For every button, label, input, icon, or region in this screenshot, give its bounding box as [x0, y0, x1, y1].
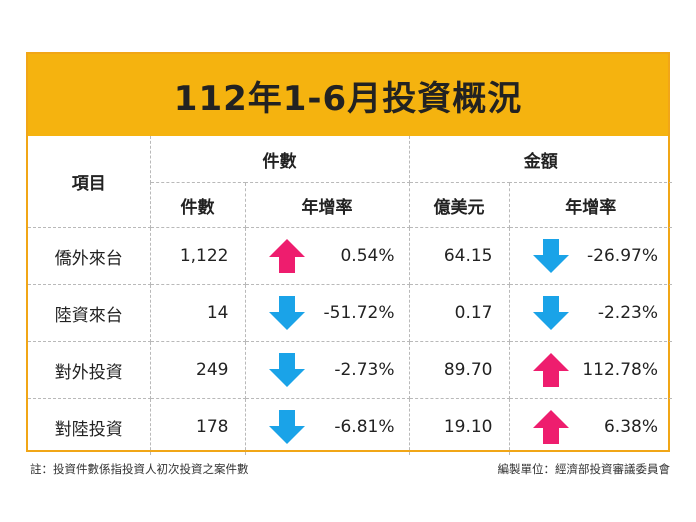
summary-card: 112年1-6月投資概況 項目 件數 金額 件數 年增率 億美元 年增率 僑外來… [26, 52, 672, 455]
source-credit: 編製單位：經濟部投資審議委員會 [497, 462, 671, 476]
arrow-up-icon [532, 353, 569, 387]
footnote: 註：投資件數係指投資人初次投資之案件數 [30, 462, 249, 476]
count-growth-cell: 0.54% [245, 227, 410, 285]
table-row: 陸資來台 14 -51.72% 0.17 -2.23% [28, 284, 672, 342]
amount-value: 64.15 [409, 227, 510, 285]
arrow-up-icon [268, 239, 305, 273]
header-count: 件數 [150, 182, 246, 228]
arrow-down-icon [532, 296, 569, 330]
amount-value: 0.17 [409, 284, 510, 342]
amount-growth-value: -26.97% [587, 246, 658, 266]
amount-value: 89.70 [409, 341, 510, 399]
table-row: 對外投資 249 -2.73% 89.70 112.78% [28, 341, 672, 399]
row-label: 陸資來台 [28, 284, 151, 342]
amount-growth-value: 6.38% [603, 417, 658, 437]
count-value: 1,122 [150, 227, 246, 285]
page-title: 112年1-6月投資概況 [173, 78, 523, 119]
row-label: 對外投資 [28, 341, 151, 399]
header-count-group: 件數 [150, 136, 410, 183]
arrow-down-icon [268, 410, 305, 444]
count-growth-value: 0.54% [340, 246, 395, 266]
amount-growth-value: -2.23% [597, 303, 658, 323]
count-growth-value: -6.81% [334, 417, 395, 437]
count-value: 14 [150, 284, 246, 342]
count-growth-value: -51.72% [323, 303, 395, 323]
table-row: 對陸投資 178 -6.81% 19.10 6.38% [28, 398, 672, 456]
amount-growth-cell: 6.38% [509, 399, 672, 456]
row-label: 僑外來台 [28, 227, 151, 285]
count-growth-cell: -51.72% [245, 284, 410, 342]
count-value: 178 [150, 398, 246, 455]
amount-growth-cell: -2.23% [509, 284, 672, 342]
investment-table: 項目 件數 金額 件數 年增率 億美元 年增率 僑外來台 1,122 0.54% 64… [28, 136, 672, 455]
count-growth-cell: -6.81% [245, 398, 410, 455]
amount-value: 19.10 [409, 398, 510, 455]
row-label: 對陸投資 [28, 398, 151, 455]
header-amount-group: 金額 [409, 136, 672, 183]
amount-growth-cell: 112.78% [509, 341, 672, 399]
amount-growth-value: 112.78% [582, 360, 658, 380]
count-growth-cell: -2.73% [245, 341, 410, 399]
footer-notes: 註：投資件數係指投資人初次投資之案件數 編製單位：經濟部投資審議委員會 [30, 461, 670, 477]
table-row: 僑外來台 1,122 0.54% 64.15 -26.97% [28, 227, 672, 285]
header-amount-growth: 年增率 [509, 182, 672, 228]
header-row-sub: 件數 年增率 億美元 年增率 [28, 182, 672, 228]
header-row-group: 項目 件數 金額 [28, 136, 672, 228]
header-item: 項目 [28, 136, 151, 228]
arrow-down-icon [268, 296, 305, 330]
arrow-down-icon [268, 353, 305, 387]
title-banner: 112年1-6月投資概況 [28, 54, 668, 136]
arrow-up-icon [532, 410, 569, 444]
amount-growth-cell: -26.97% [509, 227, 672, 285]
count-value: 249 [150, 341, 246, 399]
header-amount: 億美元 [409, 182, 510, 228]
count-growth-value: -2.73% [334, 360, 395, 380]
arrow-down-icon [532, 239, 569, 273]
header-count-growth: 年增率 [245, 182, 410, 228]
